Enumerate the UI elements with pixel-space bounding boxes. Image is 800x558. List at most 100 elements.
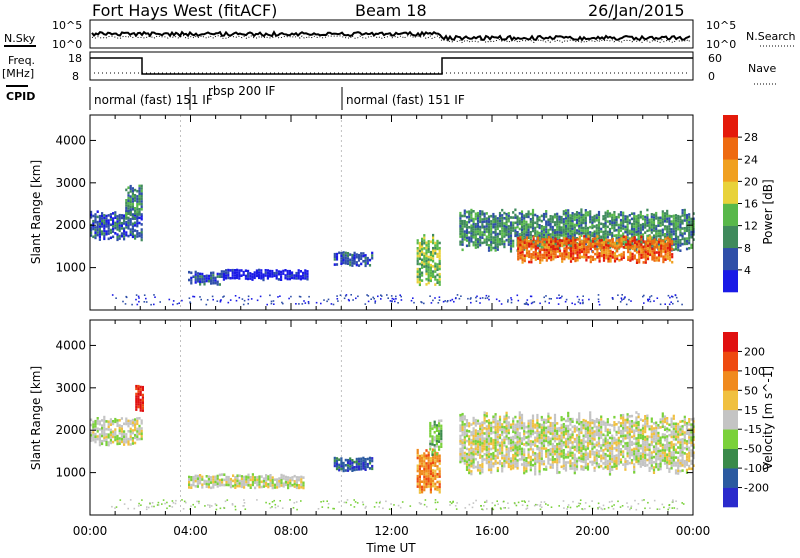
power-echo-cell [477, 215, 479, 218]
velocity-echo-cell [525, 426, 527, 429]
power-echo-cell [656, 251, 658, 254]
power-noise-cell [443, 301, 445, 303]
power-noise-cell [672, 303, 674, 305]
power-echo-cell [101, 230, 103, 233]
power-echo-cell [365, 262, 367, 265]
power-echo-cell [567, 230, 569, 233]
velocity-echo-cell [261, 475, 263, 478]
power-noise-cell [620, 301, 622, 303]
power-noise-cell [348, 300, 350, 302]
power-echo-cell [477, 228, 479, 231]
velocity-echo-cell [528, 461, 530, 464]
velocity-echo-cell [635, 445, 637, 448]
velocity-echo-cell [419, 489, 421, 492]
power-echo-cell [570, 255, 572, 258]
power-echo-cell [591, 216, 593, 219]
velocity-echo-cell [300, 483, 302, 486]
power-echo-cell [539, 224, 541, 227]
velocity-echo-cell [521, 437, 523, 440]
power-echo-cell [127, 207, 129, 210]
power-echo-cell [262, 273, 264, 276]
power-echo-cell [588, 235, 590, 238]
velocity-echo-cell [134, 442, 136, 445]
velocity-echo-cell [649, 451, 651, 454]
power-echo-cell [479, 210, 481, 213]
velocity-echo-cell [125, 418, 127, 421]
velocity-echo-cell [343, 467, 345, 470]
velocity-echo-cell [605, 440, 607, 443]
power-noise-cell [320, 303, 322, 305]
power-echo-cell [434, 247, 436, 250]
power-echo-cell [304, 269, 306, 272]
power-echo-cell [349, 264, 351, 267]
velocity-echo-cell [92, 423, 94, 426]
velocity-echo-cell [501, 428, 503, 431]
power-echo-cell [300, 278, 302, 281]
power-echo-cell [479, 236, 481, 239]
power-echo-cell [653, 214, 655, 217]
power-echo-cell [103, 214, 105, 217]
power-echo-cell [132, 190, 134, 193]
velocity-echo-cell [633, 455, 635, 458]
velocity-echo-cell [136, 433, 138, 436]
power-echo-cell [561, 219, 563, 222]
power-noise-cell [496, 299, 498, 301]
power-echo-cell [464, 236, 466, 239]
velocity-echo-cell [470, 455, 472, 458]
power-echo-cell [649, 229, 651, 232]
velocity-echo-cell [525, 465, 527, 468]
power-echo-cell [610, 260, 612, 263]
velocity-echo-cell [543, 442, 545, 445]
velocity-echo-cell [419, 483, 421, 486]
power-echo-cell [127, 219, 129, 222]
power-noise-cell [486, 295, 488, 297]
velocity-echo-cell [539, 436, 541, 439]
power-echo-cell [649, 238, 651, 241]
power-echo-cell [475, 218, 477, 221]
velocity-echo-cell [94, 441, 96, 444]
power-echo-cell [134, 237, 136, 240]
velocity-echo-cell [488, 466, 490, 469]
velocity-echo-cell [618, 439, 620, 442]
velocity-echo-cell [503, 416, 505, 419]
velocity-echo-cell [291, 476, 293, 479]
velocity-echo-cell [421, 465, 423, 468]
velocity-echo-cell [646, 446, 648, 449]
velocity-echo-cell [475, 466, 477, 469]
power-echo-cell [497, 238, 499, 241]
velocity-echo-cell [488, 458, 490, 461]
power-echo-cell [570, 239, 572, 242]
velocity-echo-cell [217, 485, 219, 488]
power-echo-cell [565, 225, 567, 228]
velocity-echo-cell [561, 440, 563, 443]
velocity-echo-cell [497, 444, 499, 447]
power-echo-cell [195, 276, 197, 279]
velocity-echo-cell [519, 443, 521, 446]
power-echo-cell [349, 259, 351, 262]
velocity-echo-cell [434, 464, 436, 467]
power-echo-cell [552, 218, 554, 221]
velocity-echo-cell [105, 438, 107, 441]
velocity-echo-cell [464, 439, 466, 442]
power-echo-cell [284, 274, 286, 277]
power-echo-cell [506, 221, 508, 224]
power-colorbar-swatch [723, 204, 738, 226]
power-noise-cell [189, 297, 191, 299]
power-echo-cell [561, 239, 563, 242]
power-echo-cell [105, 225, 107, 228]
velocity-echo-cell [497, 449, 499, 452]
power-echo-cell [526, 249, 528, 252]
velocity-echo-cell [484, 422, 486, 425]
power-echo-cell [622, 227, 624, 230]
velocity-echo-cell [627, 452, 629, 455]
velocity-echo-cell [436, 473, 438, 476]
power-echo-cell [548, 236, 550, 239]
power-echo-cell [470, 217, 472, 220]
power-echo-cell [682, 222, 684, 225]
velocity-echo-cell [495, 413, 497, 416]
velocity-echo-cell [239, 480, 241, 483]
velocity-echo-cell [417, 465, 419, 468]
velocity-echo-cell [468, 435, 470, 438]
velocity-echo-cell [477, 453, 479, 456]
